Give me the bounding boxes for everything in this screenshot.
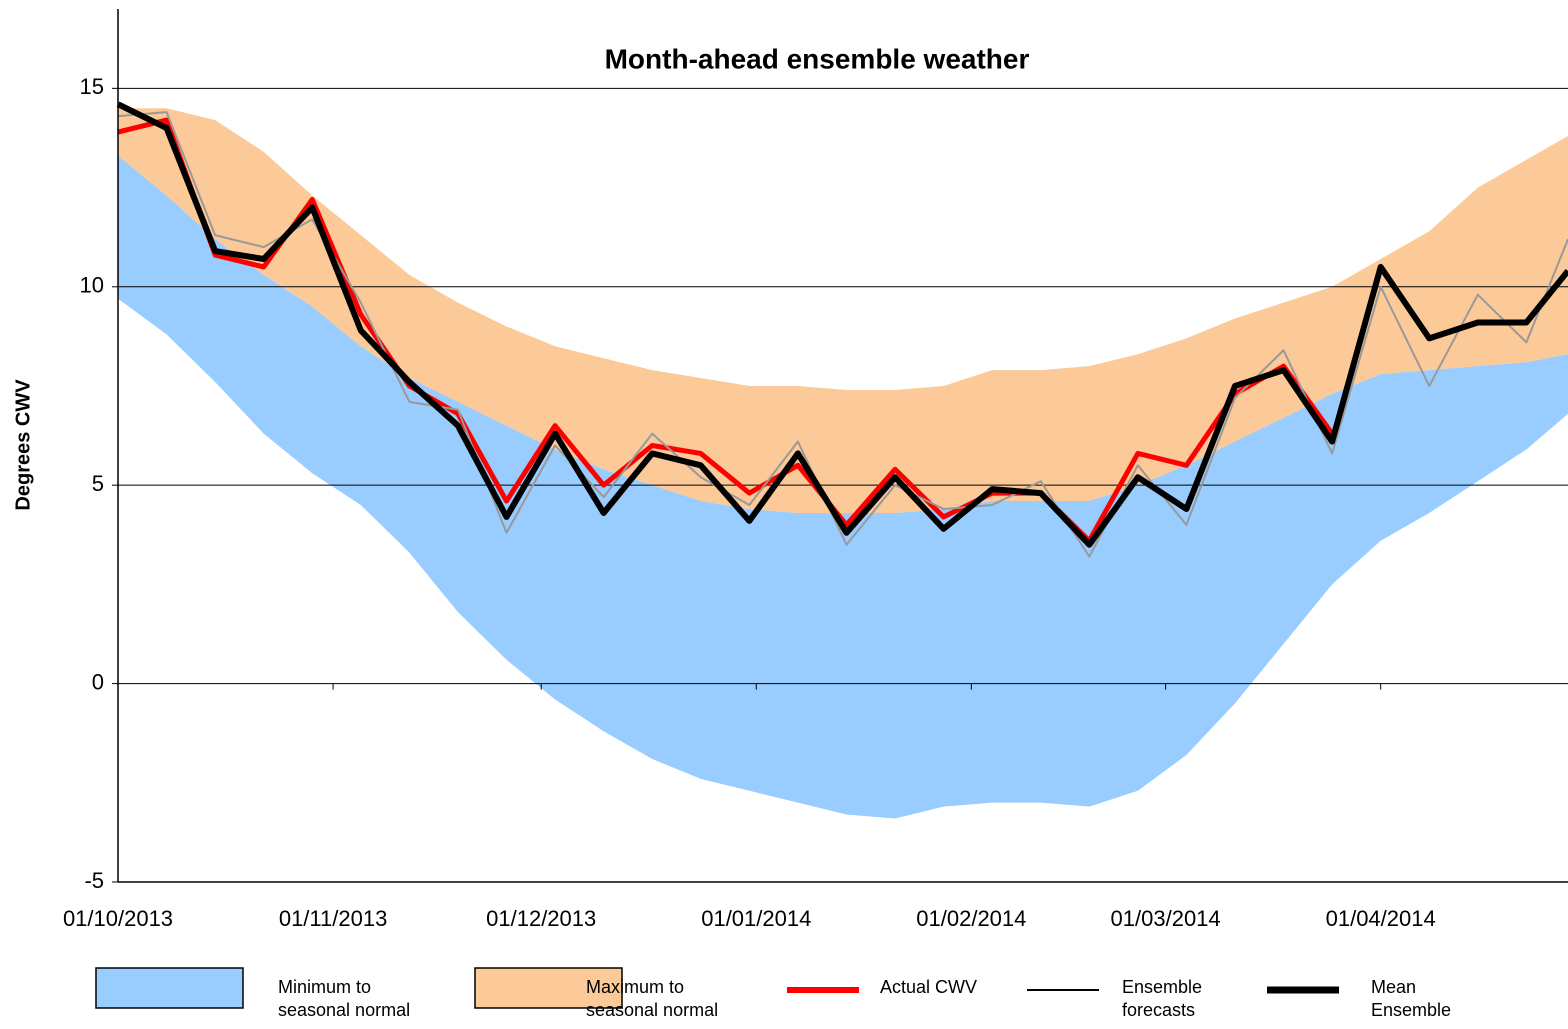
x-tick-label: 01/10/2013: [63, 906, 173, 931]
x-tick-label: 01/02/2014: [916, 906, 1026, 931]
y-axis-label: Degrees CWV: [12, 379, 34, 511]
y-tick-label: 5: [92, 471, 104, 496]
x-tick-label: 01/12/2013: [486, 906, 596, 931]
legend-swatch: [474, 967, 623, 1009]
x-tick-label: 01/03/2014: [1111, 906, 1221, 931]
y-tick-label: 10: [80, 273, 104, 298]
legend-swatch: [95, 967, 244, 1009]
legend-label: Actual CWV: [880, 977, 978, 997]
bands: [118, 108, 1568, 819]
x-tick-label: 01/04/2014: [1326, 906, 1436, 931]
axes: -5 0 5 10 15 01/10/2013 01/11/2013 01/12/2013 01…: [63, 9, 1568, 931]
series-line: [117, 117, 1335, 544]
y-tick-label: 15: [80, 74, 104, 99]
legend-label: Ensemble forecasts: [1122, 977, 1203, 1020]
legend-label: Mean Ensemble: [1371, 977, 1452, 1020]
lines: [116, 101, 1568, 558]
x-tick-label: 01/01/2014: [701, 906, 811, 931]
legend-label: Maximum to seasonal normal: [586, 977, 719, 1020]
chart-title: Month-ahead ensemble weather: [605, 43, 1030, 74]
y-tick-label: 0: [92, 669, 104, 694]
y-tick-label: -5: [84, 868, 104, 893]
band-area: [118, 155, 1568, 819]
legend-label: Minimum to seasonal normal: [278, 977, 411, 1020]
series-line: [116, 101, 1568, 548]
x-tick-label: 01/11/2013: [279, 906, 387, 931]
band-area: [118, 108, 1568, 513]
series-line: [117, 111, 1568, 558]
